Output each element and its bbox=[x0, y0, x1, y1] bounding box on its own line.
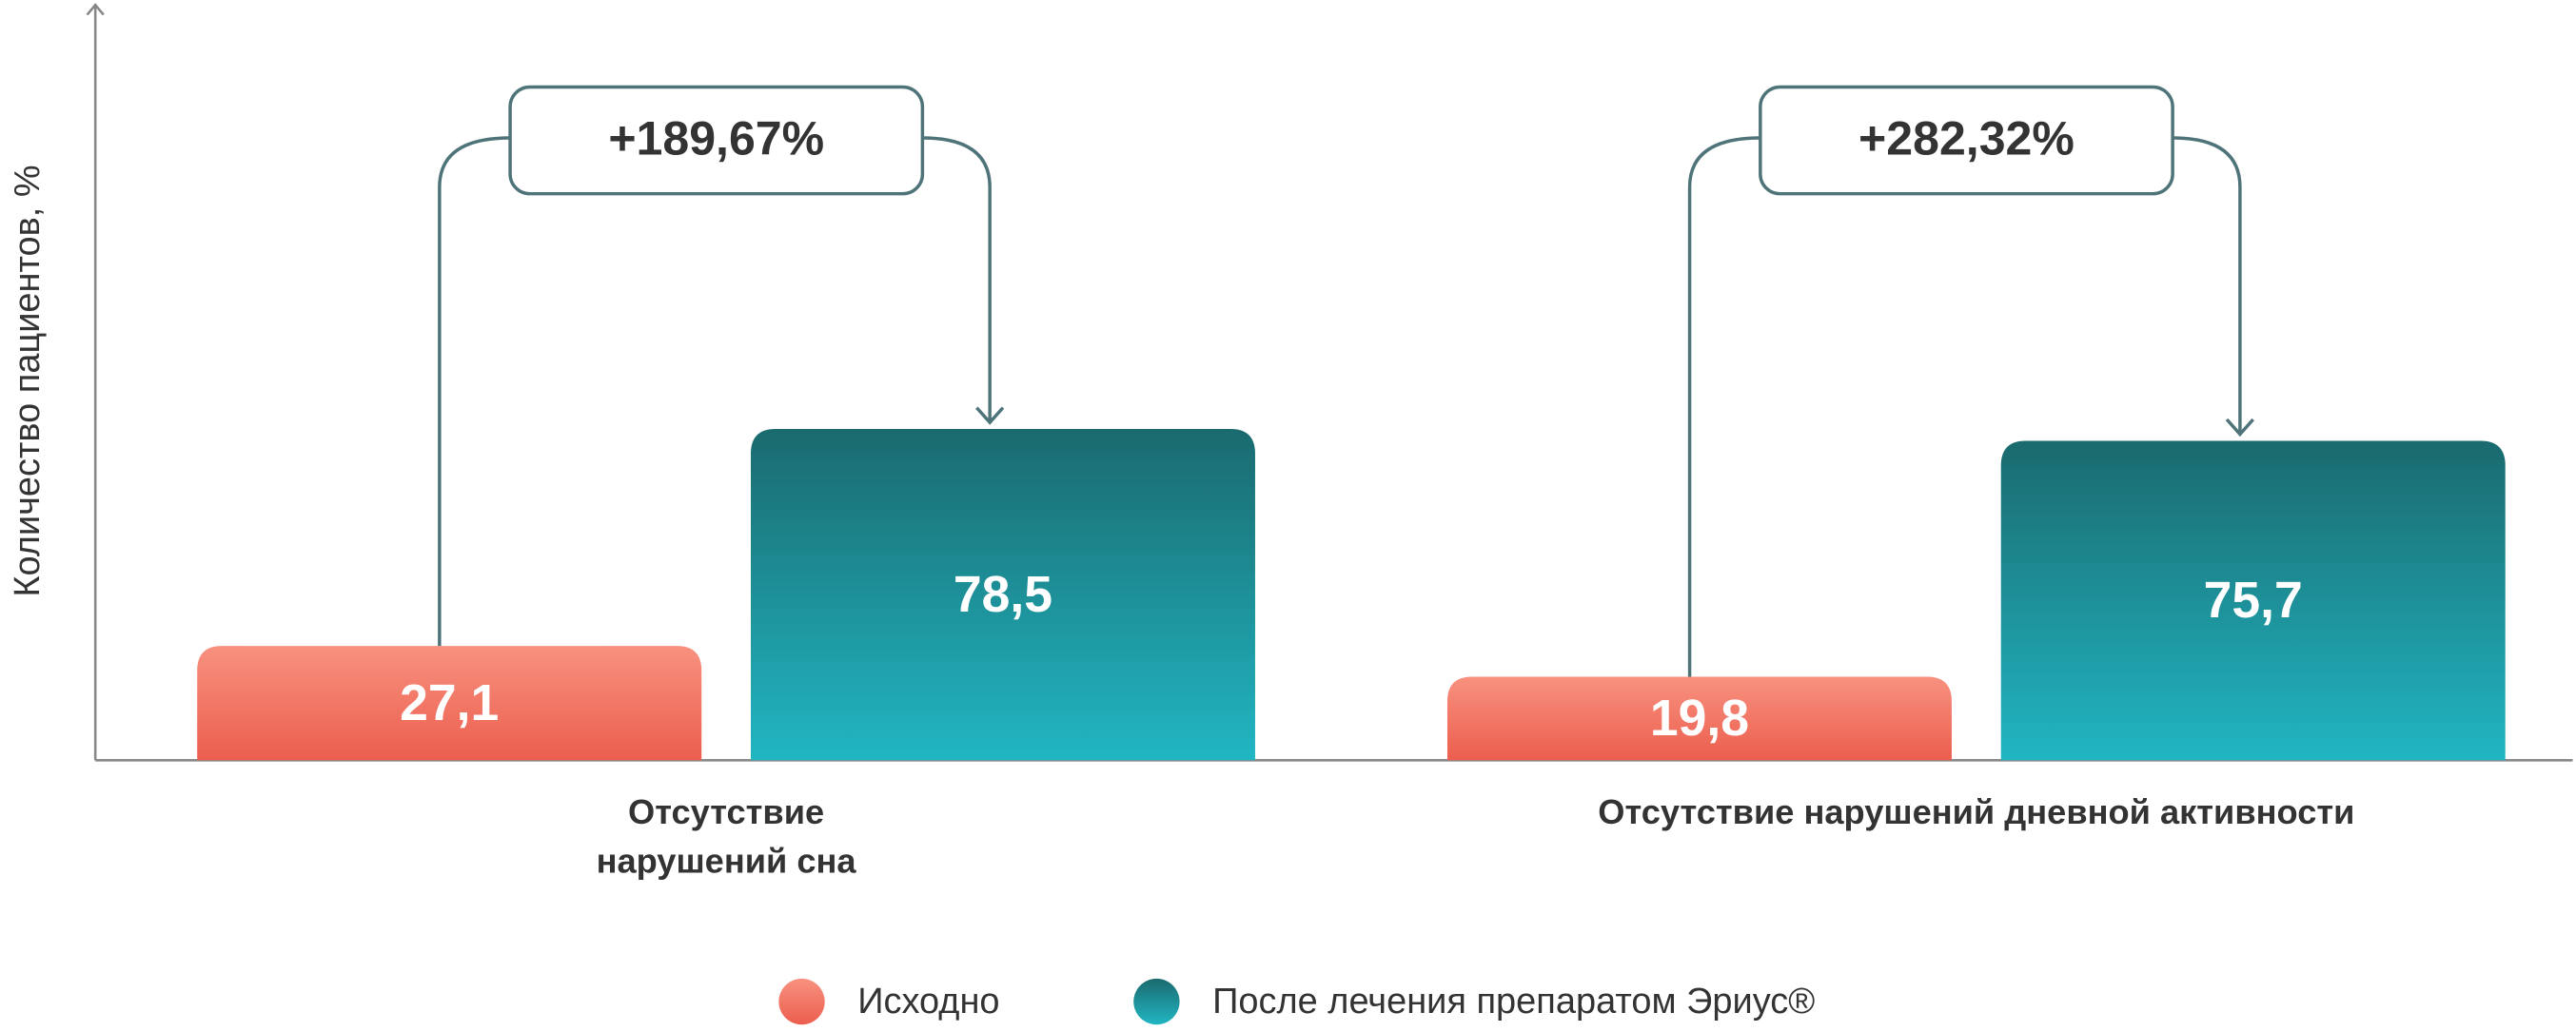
y-axis-arrow bbox=[86, 3, 105, 16]
x-tick-label: Отсутствие нарушений дневной активности bbox=[1598, 792, 2354, 831]
value-label: 19,8 bbox=[1650, 691, 1749, 747]
legend-label: Исходно bbox=[857, 982, 999, 1022]
annotation-box bbox=[1759, 85, 2174, 196]
bar bbox=[197, 646, 702, 761]
bar bbox=[750, 429, 1255, 761]
bar bbox=[1446, 676, 1952, 761]
annotation: +189,67% bbox=[608, 112, 824, 166]
bar bbox=[2000, 440, 2506, 761]
y-axis-label: Количество пациентов, % bbox=[8, 165, 48, 596]
connector bbox=[1687, 136, 1760, 677]
legend-label: После лечения препаратом Эриус® bbox=[1212, 982, 1815, 1022]
x-tick-label: Отсутствие bbox=[628, 792, 824, 831]
x-tick-label: нарушений сна bbox=[597, 842, 857, 881]
annotation-box bbox=[508, 85, 925, 196]
connector-arrow bbox=[922, 136, 1005, 425]
value-label: 75,7 bbox=[2204, 573, 2303, 629]
connector bbox=[438, 136, 511, 647]
value-label: 27,1 bbox=[400, 675, 499, 731]
legend-marker bbox=[1133, 978, 1180, 1025]
annotation: +282,32% bbox=[1858, 112, 2075, 166]
legend-marker bbox=[778, 978, 825, 1025]
value-label: 78,5 bbox=[954, 567, 1052, 623]
connector-arrow bbox=[2173, 136, 2255, 438]
